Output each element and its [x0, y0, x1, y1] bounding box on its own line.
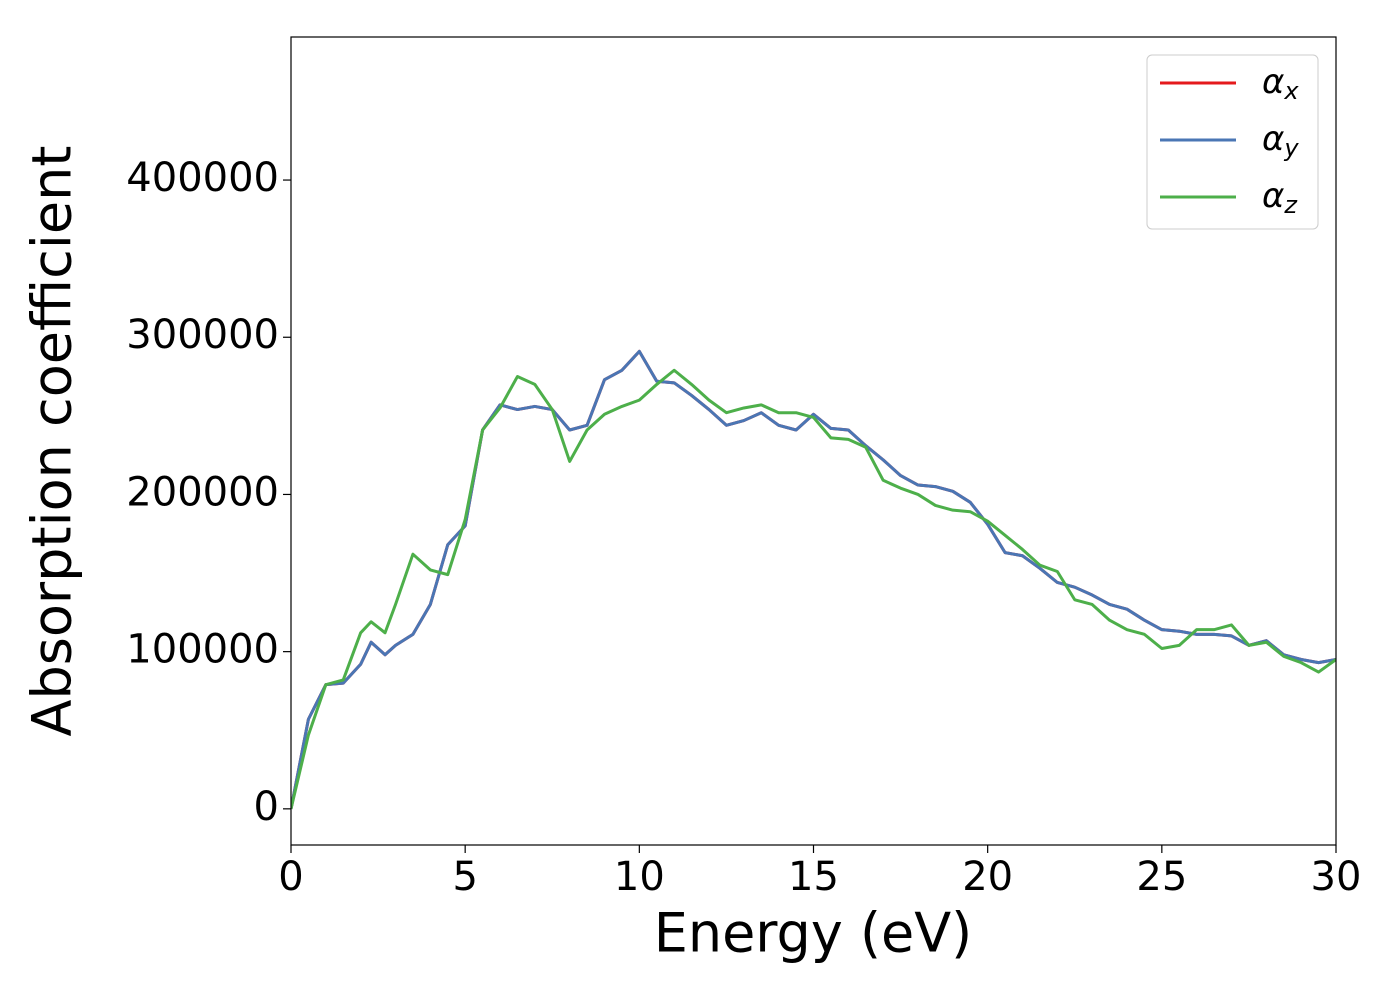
- x-tick-label: 30: [1311, 854, 1362, 900]
- legend-box: [1146, 54, 1319, 230]
- y-tick-label: 100000: [126, 627, 279, 673]
- y-tick-label: 200000: [126, 469, 279, 515]
- y-tick-label: 400000: [126, 155, 279, 201]
- series-line: [291, 349, 1336, 810]
- legend-label: αy: [1262, 119, 1299, 163]
- plot-frame: [290, 36, 1337, 846]
- y-tick-label: 300000: [126, 312, 279, 358]
- y-axis-label: Absorption coefficient: [21, 146, 84, 737]
- x-tick-label: 0: [278, 854, 303, 900]
- x-tick-label: 25: [1136, 854, 1187, 900]
- legend-label: αx: [1262, 62, 1299, 106]
- x-tick-label: 10: [614, 854, 665, 900]
- y-tick-label: 0: [254, 784, 279, 830]
- x-tick-label: 5: [452, 854, 477, 900]
- legend-label: αz: [1262, 176, 1298, 220]
- x-tick-label: 20: [962, 854, 1013, 900]
- x-axis-label: Energy (eV): [654, 902, 973, 965]
- x-tick-label: 15: [788, 854, 839, 900]
- series-line: [291, 349, 1336, 810]
- series-line: [291, 368, 1336, 810]
